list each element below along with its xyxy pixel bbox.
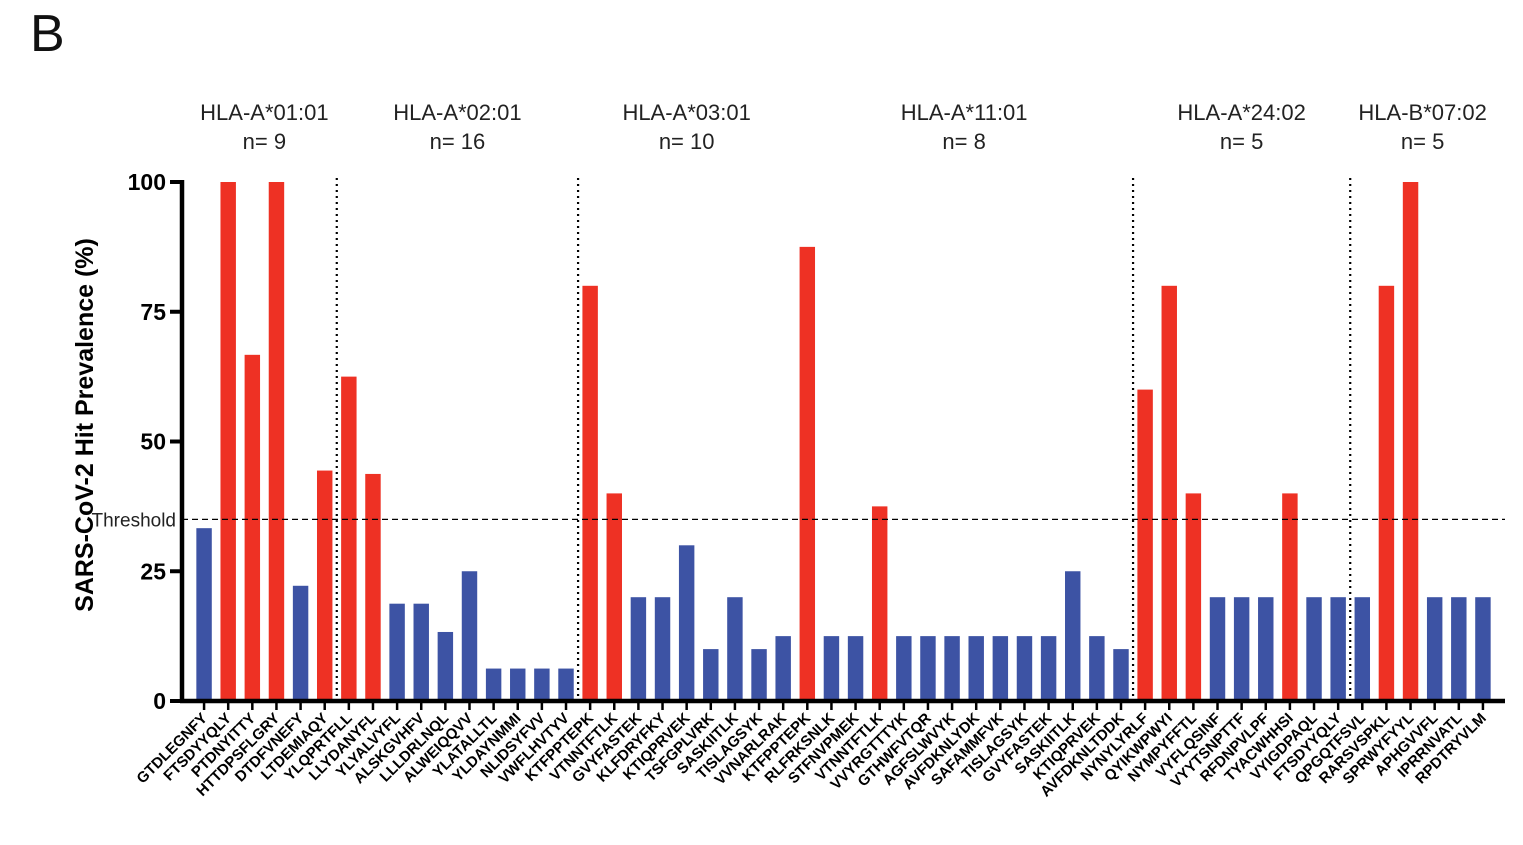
y-tick-label-100: 100 [128, 169, 166, 195]
bar-41 [1161, 285, 1177, 701]
panel-letter: B [30, 5, 65, 63]
bar-28 [847, 636, 864, 701]
bar-19 [630, 597, 647, 701]
bar-8 [365, 473, 381, 701]
bar-46 [1282, 493, 1298, 701]
bar-1 [196, 528, 212, 701]
bar-36 [1040, 636, 1057, 701]
bar-3 [244, 354, 261, 701]
group-name-3: HLA-A*03:01 [622, 100, 750, 125]
group-n-4: n= 8 [942, 129, 985, 154]
bar-25 [775, 636, 791, 701]
group-name-2: HLA-A*02:01 [393, 100, 521, 125]
y-tick-label-25: 25 [140, 558, 166, 584]
bar-13 [485, 668, 502, 701]
bar-10 [413, 603, 429, 701]
bar-53 [1451, 597, 1467, 701]
bar-15 [534, 668, 550, 701]
bar-45 [1258, 597, 1274, 701]
bar-7 [341, 376, 357, 701]
bar-35 [1016, 636, 1033, 701]
bar-54 [1475, 597, 1491, 701]
bar-17 [582, 285, 598, 701]
bar-21 [678, 545, 695, 701]
bar-32 [944, 636, 960, 701]
bar-38 [1089, 636, 1105, 701]
bar-30 [896, 636, 912, 701]
x-tick-labels: GTDLEGNFYFTSDYYQLYPTDNYITTYHTTDPSFLGRYDT… [133, 710, 1489, 801]
y-tick-label-75: 75 [140, 299, 166, 325]
bar-22 [703, 649, 719, 701]
y-tick-label-50: 50 [140, 429, 166, 455]
y-tick-label-0: 0 [153, 688, 166, 714]
bar-27 [823, 636, 840, 701]
group-n-2: n= 16 [430, 129, 486, 154]
bar-48 [1330, 597, 1346, 701]
bar-4 [268, 182, 285, 701]
group-n-6: n= 5 [1401, 129, 1444, 154]
bar-50 [1378, 285, 1395, 701]
threshold-line-group: Threshold [92, 510, 1505, 531]
bar-2 [220, 182, 236, 701]
bar-26 [799, 246, 816, 701]
bar-52 [1426, 597, 1443, 701]
bar-40 [1137, 389, 1153, 701]
bar-43 [1209, 597, 1226, 701]
group-n-3: n= 10 [659, 129, 715, 154]
bar-33 [968, 636, 984, 701]
group-name-5: HLA-A*24:02 [1177, 100, 1305, 125]
bar-20 [654, 597, 671, 701]
bar-37 [1065, 571, 1081, 701]
group-n-1: n= 9 [243, 129, 286, 154]
bar-9 [389, 603, 405, 701]
group-name-4: HLA-A*11:01 [901, 100, 1028, 125]
allele-group-headers: HLA-A*01:01 n= 9 HLA-A*02:01 n= 16 HLA-A*03:… [200, 100, 1487, 154]
bar-14 [510, 668, 526, 701]
bar-51 [1402, 182, 1419, 701]
group-n-5: n= 5 [1220, 129, 1263, 154]
bar-23 [727, 597, 743, 701]
bar-42 [1185, 493, 1202, 701]
bars [196, 182, 1491, 701]
bar-11 [437, 631, 454, 701]
bar-39 [1113, 649, 1129, 701]
bar-6 [316, 470, 333, 701]
bar-24 [751, 649, 767, 701]
group-name-1: HLA-A*01:01 [200, 100, 328, 125]
bar-47 [1306, 597, 1322, 701]
bar-29 [871, 506, 888, 701]
bar-18 [606, 493, 622, 701]
bar-34 [992, 636, 1009, 701]
bar-12 [461, 571, 478, 701]
group-name-6: HLA-B*07:02 [1358, 100, 1486, 125]
axes: 0 25 50 75 100 [128, 169, 1505, 714]
bar-31 [920, 636, 936, 701]
bar-49 [1354, 597, 1371, 701]
threshold-label: Threshold [92, 510, 177, 531]
bar-44 [1233, 597, 1250, 701]
y-axis-label: SARS-CoV-2 Hit Prevalence (%) [71, 238, 99, 612]
bar-16 [558, 668, 574, 701]
bar-5 [292, 585, 309, 701]
